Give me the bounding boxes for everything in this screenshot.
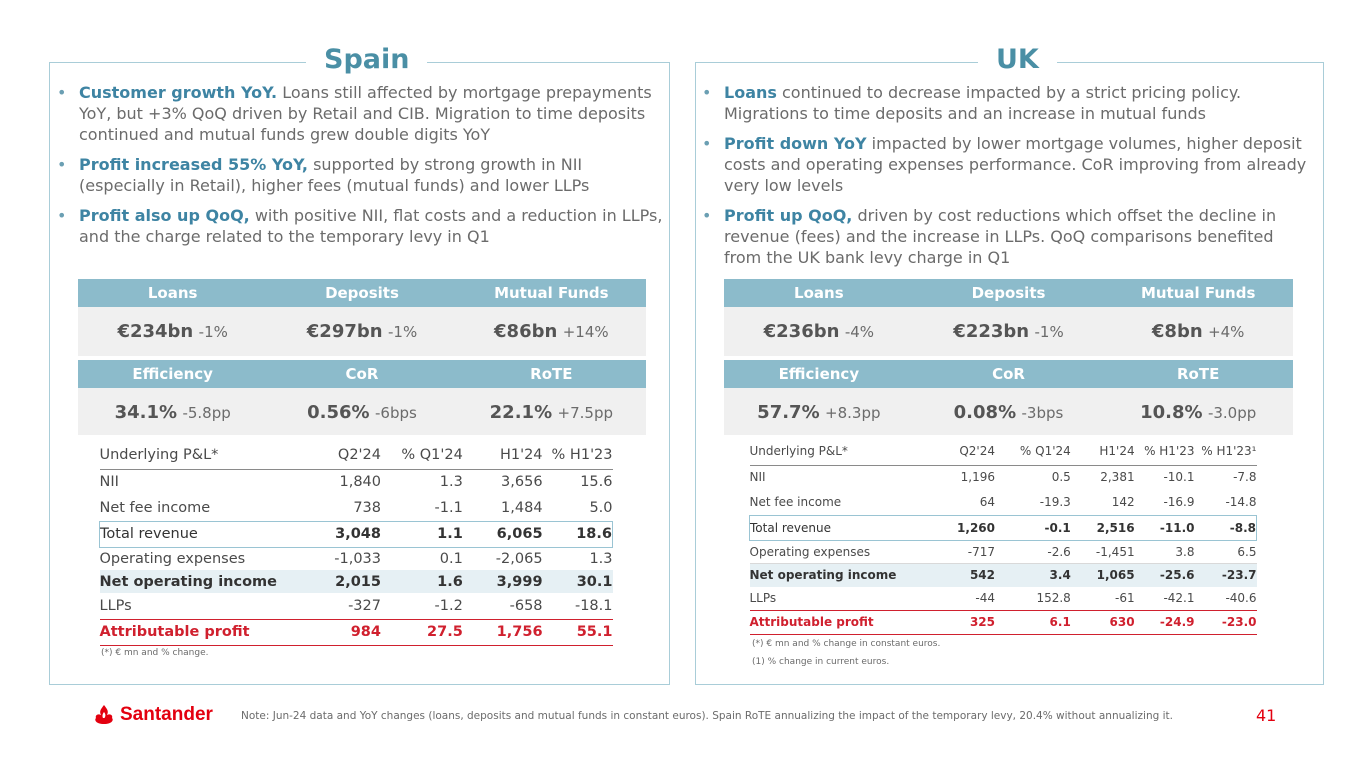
table-row-net-operating-income: Net operating income 2,015 1.6 3,999 30.1 <box>99 570 613 593</box>
table-row-attributable-profit: Attributable profit 325 6.1 630 -24.9 -23.0 <box>749 609 1257 635</box>
flame-icon <box>95 705 113 724</box>
bullet: Profit down YoY impacted by lower mortga… <box>702 133 1314 196</box>
kpi-values: €234bn -1% €297bn -1% €86bn +14% <box>78 307 646 356</box>
table-row: Operating expenses -1,033 0.1 -2,065 1.3 <box>99 550 613 567</box>
kpi-header: Loans Deposits Mutual Funds <box>78 279 646 307</box>
spain-bullets: Customer growth YoY. Loans still affecte… <box>57 82 669 256</box>
table-row: LLPs -327 -1.2 -658 -18.1 <box>99 597 613 614</box>
kpi-header: Efficiency CoR RoTE <box>724 360 1293 388</box>
table-row-attributable-profit: Attributable profit 984 27.5 1,756 55.1 <box>99 618 613 646</box>
spain-title: Spain <box>306 44 428 76</box>
page-number: 41 <box>1256 706 1277 725</box>
kpi-values: 34.1% -5.8pp 0.56% -6bps 22.1% +7.5pp <box>78 388 646 435</box>
table-row: LLPs -44 152.8 -61 -42.1 -40.6 <box>749 591 1257 606</box>
table-row: Operating expenses -717 -2.6 -1,451 3.8 6.5 <box>749 540 1257 564</box>
table-header: Underlying P&L* Q2'24% Q1'24 H1'24% H1'23%… <box>749 437 1257 466</box>
bullet: Profit also up QoQ, with positive NII, f… <box>57 205 669 247</box>
uk-footnote: (1) % change in current euros. <box>752 657 890 667</box>
santander-logo: Santander <box>92 704 213 726</box>
spain-footnote: (*) € mn and % change. <box>101 648 209 658</box>
kpi-values: €236bn -4% €223bn -1% €8bn +4% <box>724 307 1293 356</box>
brand-name: Santander <box>120 704 213 725</box>
table-row-net-operating-income: Net operating income 542 3.4 1,065 -25.6 -23.… <box>749 563 1257 587</box>
table-row: NII 1,196 0.5 2,381 -10.1 -7.8 <box>749 470 1257 485</box>
bullet: Profit up QoQ, driven by cost reductions… <box>702 205 1314 268</box>
table-row-total-revenue: Total revenue 3,048 1.1 6,065 18.6 <box>99 520 613 548</box>
table-header: Underlying P&L* Q2'24% Q1'24 H1'24% H1'23 <box>99 441 613 470</box>
uk-pl-table: Underlying P&L* Q2'24% Q1'24 H1'24% H1'23%… <box>749 437 1257 635</box>
table-row: Net fee income 64 -19.3 142 -16.9 -14.8 <box>749 494 1257 509</box>
footer-note: Note: Jun-24 data and YoY changes (loans… <box>241 710 1173 722</box>
table-row-total-revenue: Total revenue 1,260 -0.1 2,516 -11.0 -8.8 <box>749 514 1257 541</box>
bullet: Profit increased 55% YoY, supported by s… <box>57 154 669 196</box>
spain-pl-table: Underlying P&L* Q2'24% Q1'24 H1'24% H1'23 … <box>99 441 613 646</box>
bullet: Loans continued to decrease impacted by … <box>702 82 1314 124</box>
uk-title: UK <box>978 44 1057 76</box>
uk-bullets: Loans continued to decrease impacted by … <box>702 82 1314 277</box>
uk-footnote: (*) € mn and % change in constant euros. <box>752 639 941 649</box>
table-row: Net fee income 738 -1.1 1,484 5.0 <box>99 499 613 516</box>
table-row: NII 1,840 1.3 3,656 15.6 <box>99 474 613 491</box>
kpi-header: Efficiency CoR RoTE <box>78 360 646 388</box>
bullet: Customer growth YoY. Loans still affecte… <box>57 82 669 145</box>
kpi-values: 57.7% +8.3pp 0.08% -3bps 10.8% -3.0pp <box>724 388 1293 435</box>
kpi-header: Loans Deposits Mutual Funds <box>724 279 1293 307</box>
